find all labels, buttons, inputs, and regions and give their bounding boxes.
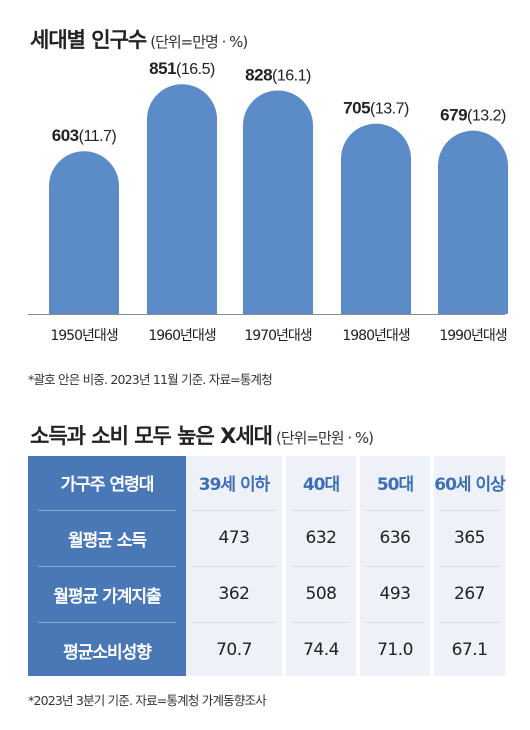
category-label: 1960년대생 xyxy=(148,328,215,344)
chart-footnote: *괄호 안은 비중. 2023년 11월 기준. 자료=통계청 xyxy=(28,372,273,387)
row-separator xyxy=(366,622,424,623)
value-label: 679(13.2) xyxy=(440,106,506,125)
row-separator xyxy=(192,622,276,623)
category-label: 1950년대생 xyxy=(50,328,117,344)
chart-unit: (단위=만명 · %) xyxy=(150,33,248,51)
category-label: 1970년대생 xyxy=(244,328,311,344)
category-label: 1980년대생 xyxy=(342,328,409,344)
bar-1970년대생 xyxy=(243,90,313,314)
column-header: 39세 이하 xyxy=(198,474,271,495)
table-cell: 632 xyxy=(305,528,337,548)
row-separator xyxy=(366,566,424,567)
row-separator xyxy=(292,622,350,623)
table-title-text: 소득과 소비 모두 높은 X세대 xyxy=(30,424,273,448)
category-label: 1990년대생 xyxy=(439,328,506,344)
row-label: 월평균 가계지출 xyxy=(53,586,161,607)
row-label: 평균소비성향 xyxy=(63,642,152,663)
row-separator xyxy=(38,566,176,567)
table-cell: 636 xyxy=(379,528,411,548)
column-header: 60세 이상 xyxy=(434,474,506,495)
row-separator xyxy=(38,510,176,511)
table-cell: 267 xyxy=(454,584,485,604)
table-cell: 365 xyxy=(454,528,485,548)
table-cell: 508 xyxy=(305,584,337,604)
row-separator xyxy=(292,510,350,511)
value-label: 851(16.5) xyxy=(149,60,215,78)
table-cell: 74.4 xyxy=(303,640,339,660)
table-cell: 67.1 xyxy=(451,640,488,660)
table-unit: (단위=만원 · %) xyxy=(275,429,374,447)
population-bar-chart: 603(11.7) 1950년대생 851(16.5) 1960년대생 828(16.1… xyxy=(28,60,508,344)
table-cell: 70.7 xyxy=(216,640,252,660)
row-separator xyxy=(440,566,499,567)
table-cell: 71.0 xyxy=(377,640,413,660)
table-corner-header: 가구주 연령대 xyxy=(60,474,155,495)
row-label: 월평균 소득 xyxy=(67,530,147,551)
value-label: 705(13.7) xyxy=(343,99,409,118)
table-title: 소득과 소비 모두 높은 X세대 (단위=만원 · %) xyxy=(30,420,374,450)
row-separator xyxy=(192,566,276,567)
value-label: 828(16.1) xyxy=(245,65,311,84)
chart-title-text: 세대별 인구수 xyxy=(30,28,147,52)
row-separator xyxy=(192,510,276,511)
row-separator xyxy=(440,622,499,623)
value-label: 603(11.7) xyxy=(52,126,117,145)
table-cell: 473 xyxy=(218,528,250,548)
bar-1960년대생 xyxy=(147,84,217,314)
bar-1980년대생 xyxy=(341,123,411,314)
row-separator xyxy=(366,510,424,511)
row-separator xyxy=(440,510,499,511)
table-footnote: *2023년 3분기 기준. 자료=통계청 가계동향조사 xyxy=(28,693,267,708)
row-header-column xyxy=(28,456,186,676)
bar-1990년대생 xyxy=(438,130,508,314)
chart-title: 세대별 인구수 (단위=만명 · %) xyxy=(30,24,248,54)
row-separator xyxy=(292,566,350,567)
bar-1950년대생 xyxy=(49,151,119,314)
column-header: 40대 xyxy=(302,474,340,495)
table-cell: 362 xyxy=(218,584,250,604)
row-separator xyxy=(38,622,176,623)
column-header: 50대 xyxy=(376,474,414,495)
table-cell: 493 xyxy=(379,584,411,604)
